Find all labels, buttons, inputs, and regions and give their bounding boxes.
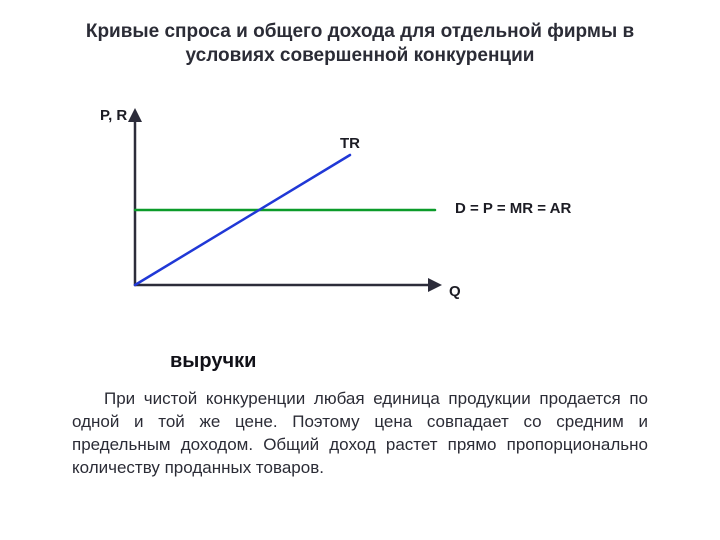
chart: P, R Q TR D = P = MR = AR [95,105,625,315]
slide-title: Кривые спроса и общего дохода для отдель… [0,20,720,68]
subheading: выручки [170,350,256,373]
tr-line-label: TR [340,135,360,152]
body-paragraph: При чистой конкуренции любая единица про… [72,388,648,480]
y-axis-label: P, R [100,107,127,124]
demand-line-label: D = P = MR = AR [455,200,571,217]
x-axis-label: Q [449,283,461,300]
slide: Кривые спроса и общего дохода для отдель… [0,0,720,540]
